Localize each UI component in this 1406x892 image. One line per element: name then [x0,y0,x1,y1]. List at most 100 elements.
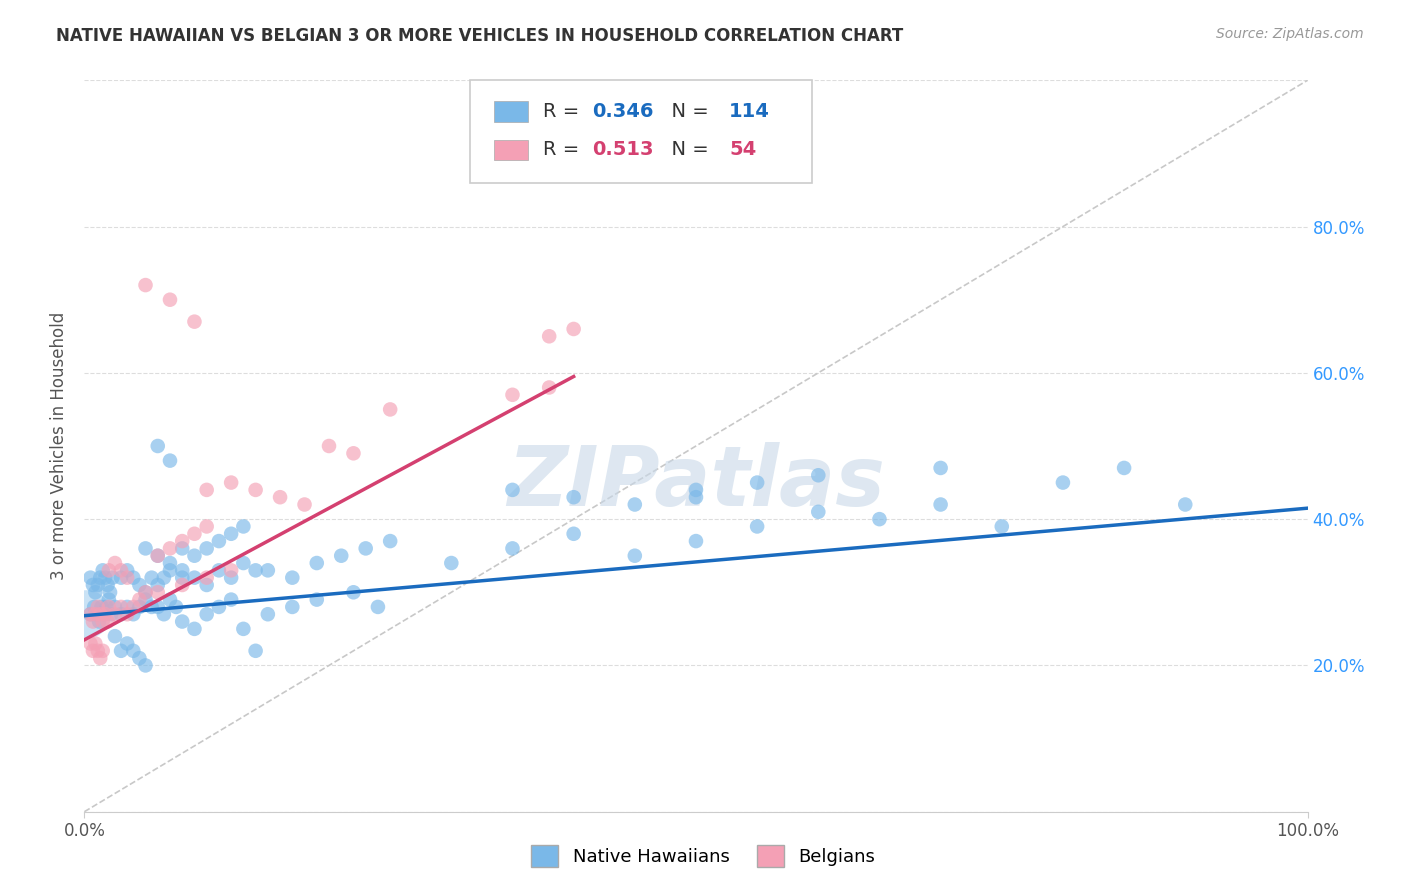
Point [110,599,132,614]
Point [115,563,138,577]
Point [128,651,150,665]
Point [128,599,150,614]
Point [87,599,110,614]
Point [153,571,176,585]
Point [122,644,145,658]
Point [929,498,952,512]
Text: 0.346: 0.346 [592,103,654,121]
Point [97,592,120,607]
Point [538,329,561,343]
Point [104,556,127,570]
Point [135,658,157,673]
Point [195,519,218,533]
Point [84,636,107,650]
Point [97,615,120,629]
Point [685,483,707,497]
Point [195,578,218,592]
Point [183,526,205,541]
Point [146,585,169,599]
Point [172,571,194,585]
Point [82,644,104,658]
Point [294,498,316,512]
Point [747,475,769,490]
Point [104,607,127,622]
Point [115,599,138,614]
Point [89,571,111,585]
Point [305,556,328,570]
Point [79,607,101,622]
Text: NATIVE HAWAIIAN VS BELGIAN 3 OR MORE VEHICLES IN HOUSEHOLD CORRELATION CHART: NATIVE HAWAIIAN VS BELGIAN 3 OR MORE VEH… [56,27,904,45]
Point [165,599,187,614]
Point [97,599,120,614]
Point [90,599,112,614]
Point [342,585,364,599]
Point [172,534,194,549]
Point [87,615,110,629]
Point [257,607,280,622]
Point [502,388,524,402]
Point [245,483,267,497]
Point [84,607,107,622]
Point [97,563,120,577]
Point [91,615,114,629]
Point [807,468,830,483]
Text: 0.513: 0.513 [592,140,654,160]
Point [104,629,127,643]
Point [991,519,1014,533]
Point [76,607,98,622]
Point [305,592,328,607]
Point [172,578,194,592]
Point [257,563,280,577]
Point [115,636,138,650]
Point [624,549,647,563]
Point [159,556,181,570]
Point [183,315,205,329]
Point [110,563,132,577]
Point [146,439,169,453]
Point [135,585,157,599]
Point [219,526,242,541]
Point [146,599,169,614]
Point [538,380,561,394]
Point [281,599,304,614]
Point [141,599,163,614]
Point [135,585,157,599]
Point [245,563,267,577]
Text: ZIPatlas: ZIPatlas [508,442,884,523]
Point [122,571,145,585]
Point [747,519,769,533]
Point [807,505,830,519]
Point [330,549,353,563]
Point [159,563,181,577]
Point [562,526,585,541]
Point [929,461,952,475]
Point [94,571,117,585]
Point [219,563,242,577]
Point [1052,475,1074,490]
Point [97,578,120,592]
Point [380,402,402,417]
Point [269,490,291,504]
Point [89,607,111,622]
Point [96,599,118,614]
Point [208,563,231,577]
Point [1114,461,1136,475]
Point [195,541,218,556]
Point [869,512,891,526]
Point [281,571,304,585]
Point [183,622,205,636]
Point [87,578,110,592]
Point [115,607,138,622]
Point [502,541,524,556]
Point [100,607,122,622]
Point [354,541,377,556]
Point [208,599,231,614]
Point [219,475,242,490]
Point [172,541,194,556]
Point [502,483,524,497]
Point [195,607,218,622]
FancyBboxPatch shape [494,139,529,160]
Point [82,615,104,629]
Point [172,615,194,629]
Point [146,578,169,592]
